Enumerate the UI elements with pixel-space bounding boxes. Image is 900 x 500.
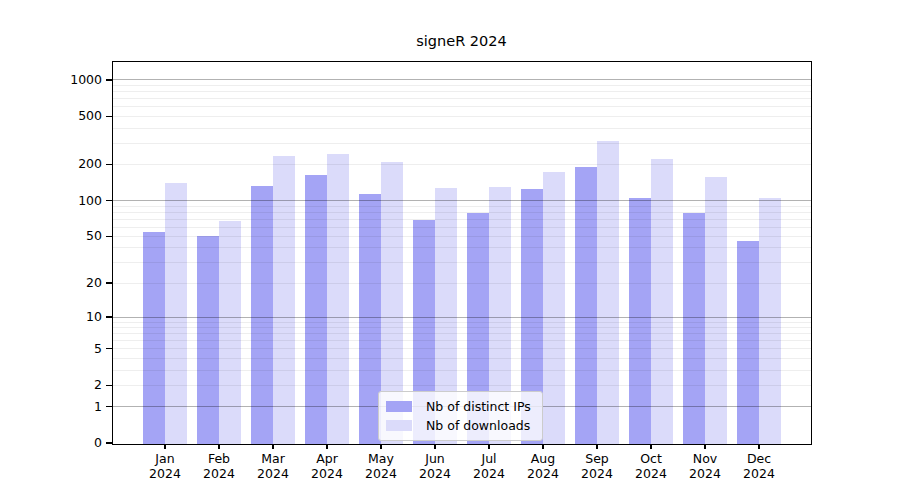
x-tick-mark	[164, 444, 165, 449]
x-tick-mark	[596, 444, 597, 449]
x-tick-label: Dec2024	[727, 451, 791, 481]
x-tick-mark	[758, 444, 759, 449]
x-tick-mark	[218, 444, 219, 449]
x-tick-mark	[380, 444, 381, 449]
legend-item-downloads: Nb of downloads	[386, 416, 534, 435]
x-tick-mark	[488, 444, 489, 449]
legend-swatch-downloads	[386, 420, 412, 431]
x-tick-month: Dec	[727, 451, 791, 466]
figure: signeR 2024 01251020501002005001000 Jan2…	[0, 0, 900, 500]
x-tick-mark	[434, 444, 435, 449]
legend-item-distinct-ips: Nb of distinct IPs	[386, 397, 534, 416]
legend: Nb of distinct IPs Nb of downloads	[378, 391, 543, 441]
x-tick-mark	[272, 444, 273, 449]
x-tick-mark	[704, 444, 705, 449]
x-tick-mark	[542, 444, 543, 449]
legend-label-distinct-ips: Nb of distinct IPs	[426, 399, 531, 414]
x-tick-mark	[650, 444, 651, 449]
legend-swatch-distinct-ips	[386, 401, 412, 412]
legend-label-downloads: Nb of downloads	[426, 418, 530, 433]
x-tick-year: 2024	[727, 466, 791, 481]
x-tick-mark	[326, 444, 327, 449]
